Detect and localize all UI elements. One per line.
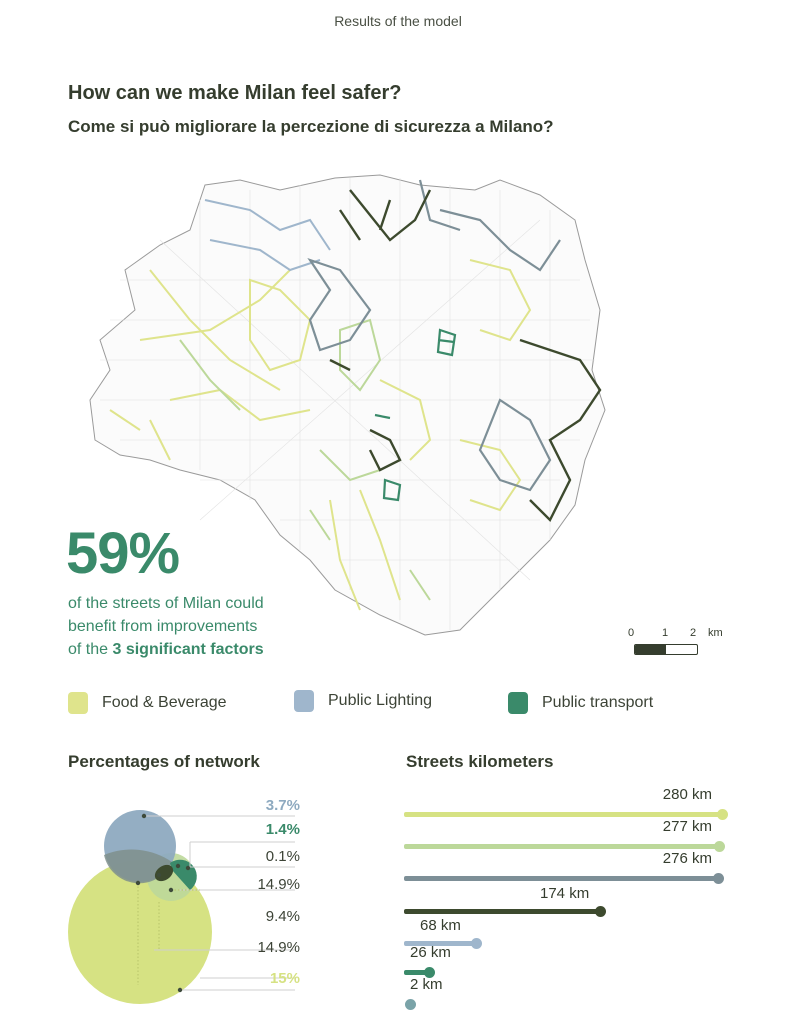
venn-label-all: 14.9% xyxy=(257,939,300,956)
venn-label-transport: 1.4% xyxy=(265,821,300,838)
bar-row-food-light: 277 km xyxy=(400,816,740,856)
bar-row-lighting-food: 276 km xyxy=(400,848,740,888)
scale-label-unit: km xyxy=(708,627,723,639)
venn-label-transport-food: 9.4% xyxy=(265,908,300,925)
big-percentage: 59% xyxy=(66,521,180,586)
food-swatch-icon xyxy=(68,692,88,714)
bar-row-food: 280 km xyxy=(400,784,740,824)
page-subtitle: Come si può migliorare la percezione di … xyxy=(68,117,554,136)
transport-swatch-icon xyxy=(508,692,528,714)
scale-label-1: 1 xyxy=(662,627,669,639)
description-line-1: of the streets of Milan could xyxy=(68,595,264,612)
bar-row-lighting-transport: 2 km xyxy=(400,973,740,1013)
legend: Food & Beverage Public Lighting Public t… xyxy=(68,690,768,720)
legend-item-food: Food & Beverage xyxy=(68,692,227,714)
legend-item-lighting: Public Lighting xyxy=(294,690,432,712)
scale-label-0: 0 xyxy=(628,627,635,639)
lighting-swatch-icon xyxy=(294,690,314,712)
network-chart-title: Percentages of network xyxy=(68,752,260,771)
bar-row-all-three: 174 km xyxy=(400,880,740,920)
venn-label-lighting-transport: 0.1% xyxy=(265,848,300,865)
bar-row-lighting: 68 km xyxy=(400,912,740,952)
venn-label-food: 15% xyxy=(269,970,300,987)
km-chart-title: Streets kilometers xyxy=(406,752,554,771)
scale-bar-graphic xyxy=(634,644,698,655)
percentage-description: of the streets of Milan could benefit fr… xyxy=(68,592,328,661)
description-line-2: benefit from improvements xyxy=(68,618,258,635)
page-title: How can we make Milan feel safer? xyxy=(68,82,402,104)
bar-row-transport: 26 km xyxy=(400,941,740,981)
section-title: Results of the model xyxy=(334,13,462,29)
scale-label-2: 2 xyxy=(690,627,697,639)
legend-item-transport: Public transport xyxy=(508,692,653,714)
network-venn-chart: 3.7% 1.4% 0.1% 14.9% 9.4% 14.9% 15% xyxy=(60,780,300,1020)
map-scale-bar: 0 1 2 km xyxy=(628,627,738,661)
significant-factors: 3 significant factors xyxy=(112,641,264,658)
streets-km-bar-chart: 280 km 277 km 276 km 174 km 68 km 26 km … xyxy=(400,780,740,1020)
description-line-3: of the 3 significant factors xyxy=(68,641,264,658)
venn-label-lighting-food: 14.9% xyxy=(257,876,300,893)
milan-street-map xyxy=(89,174,606,636)
venn-label-lighting: 3.7% xyxy=(265,797,300,814)
